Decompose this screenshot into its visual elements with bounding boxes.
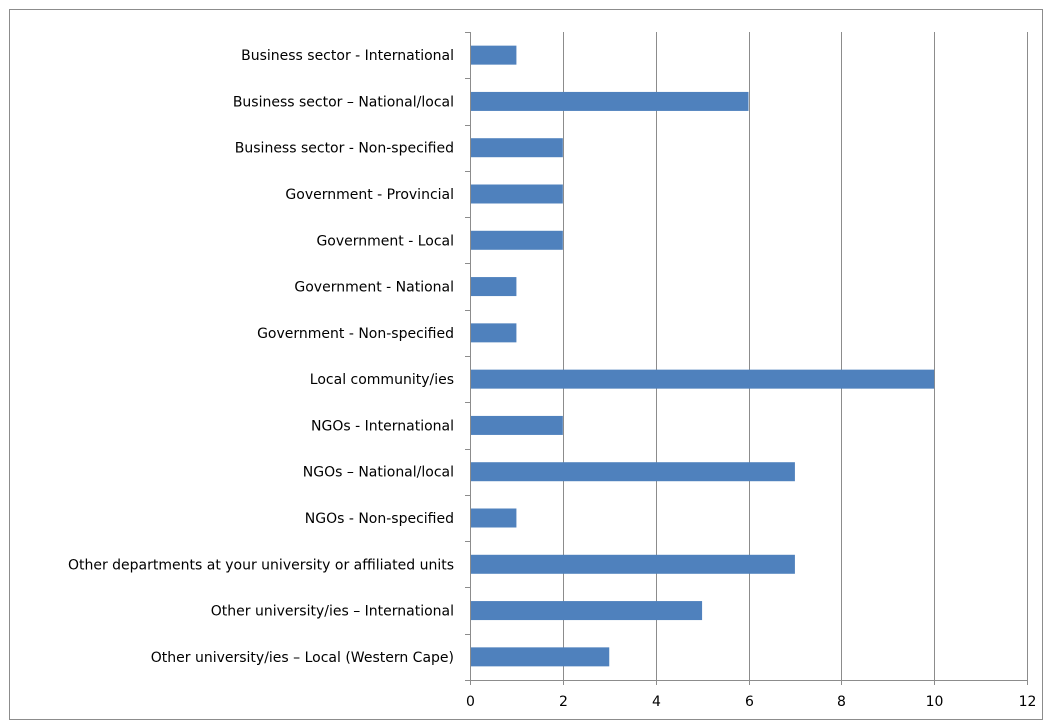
x-tick-label: 0 xyxy=(466,694,475,710)
x-tick-label: 10 xyxy=(926,694,944,710)
category-label: NGOs - International xyxy=(311,418,454,434)
bar xyxy=(471,647,610,667)
category-label: NGOs - Non-specified xyxy=(305,511,454,527)
bar xyxy=(471,138,563,158)
category-label: Other university/ies – Local (Western Ca… xyxy=(151,650,454,666)
bar xyxy=(471,369,935,389)
bar xyxy=(471,184,563,204)
bar xyxy=(471,323,517,343)
tick-labels: 0 2 4 6 8 10 12 xyxy=(466,694,1036,710)
bar xyxy=(471,91,749,111)
bar xyxy=(471,601,703,621)
category-label: Government - Provincial xyxy=(285,187,454,203)
category-label: Business sector - Non-specified xyxy=(235,141,454,157)
category-label: Business sector – National/local xyxy=(233,94,454,110)
bar xyxy=(471,45,517,65)
bar xyxy=(471,508,517,528)
x-tick-label: 4 xyxy=(652,694,661,710)
category-label: Government - National xyxy=(294,280,454,296)
category-label: Business sector - International xyxy=(241,48,454,64)
bar xyxy=(471,415,563,435)
x-tick-label: 2 xyxy=(559,694,568,710)
category-label: Government - Local xyxy=(316,233,454,249)
bar xyxy=(471,277,517,297)
category-label: Other university/ies – International xyxy=(211,604,454,620)
category-label: Other departments at your university or … xyxy=(68,557,454,573)
axes xyxy=(465,32,1028,685)
x-tick-label: 12 xyxy=(1019,694,1037,710)
category-label: Government - Non-specified xyxy=(257,326,454,342)
category-label: NGOs – National/local xyxy=(303,465,454,481)
bars xyxy=(471,45,935,667)
x-tick-label: 8 xyxy=(837,694,846,710)
category-labels: Business sector - International Business … xyxy=(68,48,454,666)
bar xyxy=(471,462,795,482)
category-label: Local community/ies xyxy=(310,372,454,388)
gridlines xyxy=(563,32,1028,680)
x-tick-label: 6 xyxy=(745,694,754,710)
bar xyxy=(471,554,795,574)
bar xyxy=(471,230,563,250)
